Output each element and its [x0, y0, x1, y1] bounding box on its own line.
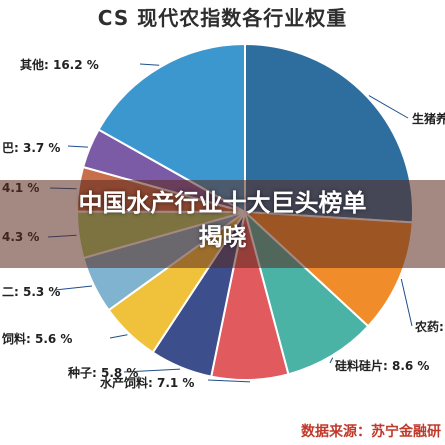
headline-line-2: 揭晓	[198, 223, 247, 251]
leader-line	[123, 368, 181, 373]
slice-label: 巴: 3.7 %	[2, 141, 61, 155]
headline-line-1: 中国水产行业十大巨头榜单	[78, 189, 367, 217]
slice-label: 水产饲料: 7.1 %	[100, 376, 195, 390]
slice-label: 其他: 16.2 %	[20, 58, 99, 72]
slice-label: 种子: 5.8 %	[68, 366, 139, 380]
leader-line	[329, 357, 334, 364]
pie-slice	[97, 42, 246, 214]
slice-label: 硅料硅片: 8.6 %	[335, 359, 430, 373]
slice-label: 二: 5.3 %	[2, 285, 61, 299]
headline-overlay-text[interactable]: 中国水产行业十大巨头榜单 揭晓	[0, 186, 445, 254]
source-note: 数据来源：苏宁金融研	[301, 424, 441, 440]
leader-line	[400, 278, 413, 327]
leader-line	[207, 379, 251, 383]
slice-label: 饲料: 5.6 %	[2, 332, 73, 346]
leader-line	[54, 285, 93, 291]
slice-label: 农药:	[415, 320, 444, 334]
headline-overlay-band	[0, 180, 445, 268]
slice-label: 生猪养	[412, 112, 445, 126]
leader-line	[67, 145, 88, 148]
leader-line	[368, 95, 409, 119]
chart-title: CS 现代农指数各行业权重	[97, 6, 348, 30]
leader-line	[109, 334, 128, 339]
leader-line	[139, 63, 160, 66]
